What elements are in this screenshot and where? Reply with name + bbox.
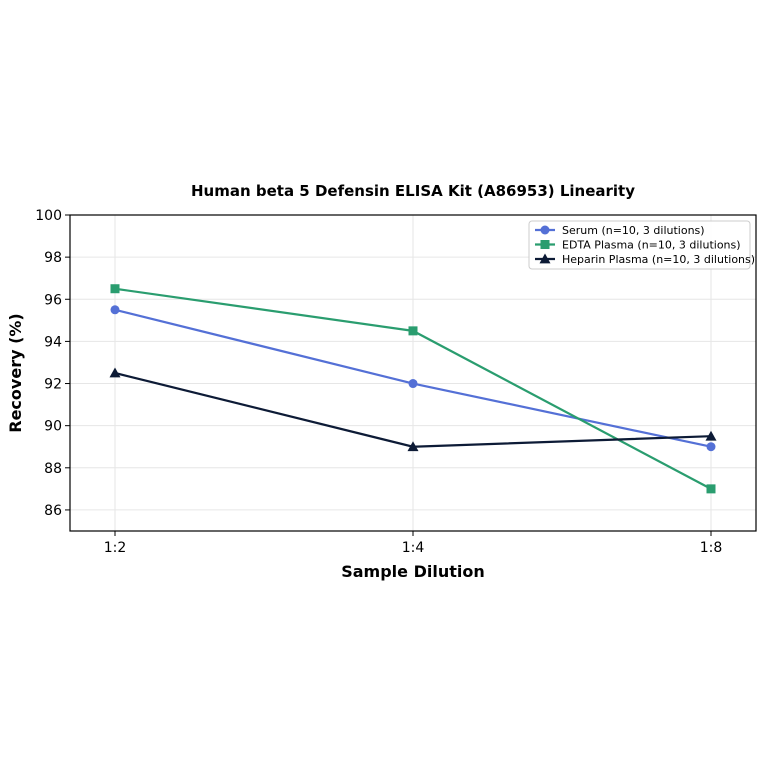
series-1 xyxy=(110,305,716,452)
axis-ticks: 86 88 90 92 94 96 98 100 1:2 1:4 1:8 xyxy=(35,208,722,556)
y-tick-label: 94 xyxy=(44,334,62,350)
legend-item: EDTA Plasma (n=10, 3 dilutions) xyxy=(535,239,741,252)
y-tick-label: 86 xyxy=(44,503,62,519)
series-3 xyxy=(109,367,717,452)
data-point xyxy=(408,326,418,336)
data-point xyxy=(706,484,716,494)
chart-title: Human beta 5 Defensin ELISA Kit (A86953)… xyxy=(191,182,635,200)
legend-marker xyxy=(540,240,550,249)
data-point xyxy=(407,441,419,452)
data-point xyxy=(109,367,121,378)
legend-box xyxy=(528,220,751,270)
data-point xyxy=(110,305,120,315)
legend-marker xyxy=(540,225,550,235)
data-point xyxy=(706,442,716,452)
x-axis-label: Sample Dilution xyxy=(341,562,485,581)
y-tick-label: 88 xyxy=(44,461,62,477)
plot-frame xyxy=(69,214,757,532)
legend-item: Heparin Plasma (n=10, 3 dilutions) xyxy=(535,253,755,266)
legend-label: EDTA Plasma (n=10, 3 dilutions) xyxy=(562,239,741,252)
legend-label: Serum (n=10, 3 dilutions) xyxy=(562,224,705,237)
x-tick-label: 1:4 xyxy=(402,540,425,556)
x-tick-label: 1:8 xyxy=(700,540,723,556)
legend-item: Serum (n=10, 3 dilutions) xyxy=(535,224,705,237)
y-tick-label: 90 xyxy=(44,419,62,435)
y-tick-label: 96 xyxy=(44,292,62,308)
x-tick-label: 1:2 xyxy=(104,540,127,556)
data-point xyxy=(110,284,120,294)
y-tick-label: 98 xyxy=(44,250,62,266)
data-point xyxy=(408,379,418,389)
y-tick-label: 100 xyxy=(35,208,62,224)
y-tick-label: 92 xyxy=(44,377,62,393)
y-axis-label: Recovery (%) xyxy=(6,313,25,432)
series-2 xyxy=(110,284,716,494)
data-point xyxy=(705,430,717,441)
legend-marker xyxy=(539,253,551,264)
legend: Serum (n=10, 3 dilutions) EDTA Plasma (n=… xyxy=(528,220,755,270)
series-group xyxy=(109,284,717,494)
legend-label: Heparin Plasma (n=10, 3 dilutions) xyxy=(562,253,755,266)
